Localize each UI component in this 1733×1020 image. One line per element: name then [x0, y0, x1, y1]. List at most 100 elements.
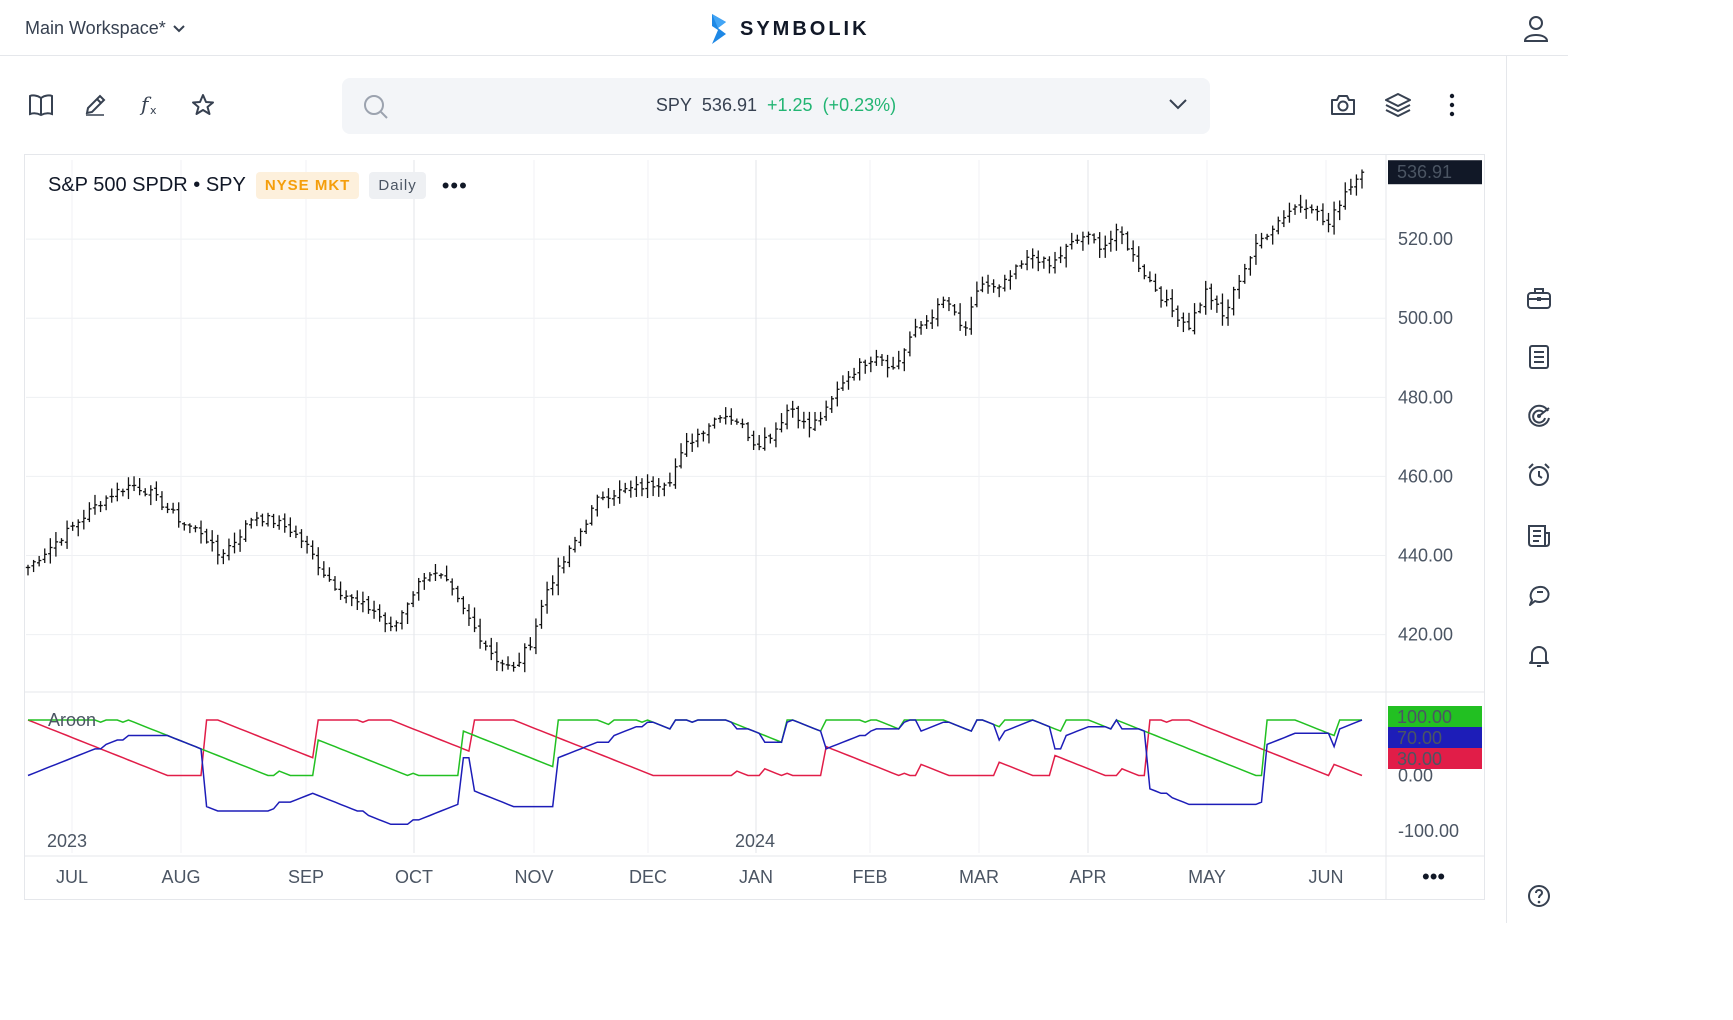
- ohlc-bar: [600, 491, 606, 501]
- ohlc-bar: [1287, 202, 1292, 223]
- alarms-button[interactable]: [1525, 461, 1553, 489]
- ohlc-bar: [505, 656, 511, 670]
- ohlc-bar: [734, 418, 740, 425]
- search-icon: [364, 95, 388, 119]
- ohlc-bar: [1130, 240, 1136, 262]
- favorites-button[interactable]: [188, 90, 218, 120]
- ohlc-bar: [1091, 233, 1097, 244]
- chart-more-button[interactable]: •••: [441, 172, 468, 198]
- workspace-selector[interactable]: Main Workspace*: [25, 18, 186, 39]
- ohlc-bar: [957, 303, 963, 331]
- month-tick-label: OCT: [395, 867, 433, 887]
- chevron-down-icon[interactable]: [1168, 96, 1188, 112]
- axis-more-button[interactable]: •••: [1422, 864, 1446, 889]
- ohlc-bar: [1114, 223, 1119, 251]
- ohlc-bar: [332, 576, 338, 591]
- ohlc-bar: [204, 528, 209, 544]
- layers-button[interactable]: [1383, 90, 1413, 120]
- ohlc-bar: [455, 585, 460, 603]
- indicator-value-badge: [1388, 727, 1482, 748]
- ohlc-bar: [623, 482, 628, 494]
- more-options-button[interactable]: [1437, 90, 1467, 120]
- ohlc-bar: [516, 652, 522, 667]
- ohlc-bar: [92, 494, 98, 515]
- month-tick-label: FEB: [852, 867, 887, 887]
- ohlc-bar: [427, 572, 433, 582]
- ohlc-bar: [756, 434, 762, 451]
- ohlc-bar: [528, 637, 533, 651]
- ohlc-bar: [327, 567, 332, 582]
- snapshot-button[interactable]: [1328, 90, 1358, 120]
- chat-button[interactable]: [1525, 582, 1553, 610]
- year-label: 2024: [735, 831, 775, 851]
- notifications-button[interactable]: [1525, 642, 1553, 670]
- svg-text:x: x: [150, 104, 157, 117]
- layers-icon: [1385, 93, 1411, 118]
- symbol-search-bar[interactable]: SPY 536.91 +1.25 (+0.23%): [342, 78, 1210, 134]
- indicator-name: Aroon: [48, 710, 96, 730]
- interval-selector[interactable]: Daily: [369, 172, 426, 199]
- ohlc-bar: [740, 418, 745, 429]
- ohlc-bar: [1164, 289, 1169, 307]
- ohlc-bar: [851, 367, 857, 381]
- ohlc-bar: [1231, 286, 1236, 316]
- ohlc-bar: [349, 594, 354, 607]
- ohlc-bar: [215, 534, 220, 565]
- pencil-icon: [85, 94, 106, 116]
- price-tick-label: 480.00: [1398, 387, 1453, 407]
- ohlc-bar: [801, 411, 807, 429]
- price-tick-label: 500.00: [1398, 308, 1453, 328]
- indicator-tick-label: 0.00: [1398, 766, 1433, 786]
- ohlc-bar: [595, 494, 600, 517]
- ohlc-bar: [377, 604, 382, 622]
- ohlc-bar: [310, 540, 315, 560]
- draw-button[interactable]: [80, 90, 110, 120]
- ohlc-bar: [729, 408, 734, 425]
- ohlc-bar: [494, 642, 500, 671]
- ohlc-bar: [338, 581, 343, 600]
- indicator-value-label: 30.00: [1397, 749, 1442, 769]
- watchlist-button[interactable]: [1525, 343, 1553, 371]
- ohlc-bar: [355, 590, 360, 611]
- ohlc-bar: [1276, 216, 1281, 235]
- ohlc-bar: [589, 505, 594, 526]
- ohlc-bar: [115, 482, 120, 502]
- ohlc-bar: [405, 602, 410, 625]
- user-menu-button[interactable]: [1522, 14, 1550, 47]
- ohlc-bar: [59, 538, 64, 546]
- book-button[interactable]: [26, 90, 56, 120]
- ohlc-bar: [165, 502, 170, 514]
- ohlc-bar: [885, 354, 890, 378]
- ohlc-bar: [712, 417, 717, 429]
- month-tick-label: MAR: [959, 867, 999, 887]
- price-chart[interactable]: 420.00 440.00 460.00 480.00 500.00 520.00 JUL A…: [0, 0, 1506, 923]
- news-button[interactable]: [1525, 522, 1553, 550]
- ohlc-bar: [416, 577, 421, 601]
- help-button[interactable]: [1525, 882, 1553, 910]
- ohlc-bar: [768, 433, 773, 444]
- chart-header: S&P 500 SPDR • SPY NYSE MKT Daily •••: [48, 172, 474, 199]
- ohlc-bar: [193, 525, 198, 533]
- ohlc-bar: [1359, 169, 1365, 189]
- ohlc-bar: [87, 502, 92, 523]
- alarm-clock-icon: [1528, 463, 1550, 486]
- ohlc-bar: [81, 509, 87, 530]
- indicator-tick-label: -100.00: [1398, 821, 1459, 841]
- quote-summary: SPY 536.91 +1.25 (+0.23%): [342, 95, 1210, 116]
- ohlc-bar: [489, 637, 494, 661]
- ohlc-bar: [1013, 264, 1019, 280]
- ohlc-bar: [701, 430, 706, 442]
- ohlc-bar: [1170, 289, 1175, 318]
- scanner-button[interactable]: [1525, 402, 1553, 430]
- ohlc-bar: [1343, 182, 1348, 210]
- ohlc-bar: [1320, 203, 1326, 226]
- ohlc-bar: [656, 478, 661, 497]
- ohlc-bar: [360, 591, 366, 613]
- ohlc-bar: [902, 348, 907, 372]
- ohlc-bar: [120, 488, 126, 497]
- indicator-value-label: 100.00: [1397, 707, 1452, 727]
- ohlc-bar: [662, 482, 667, 497]
- portfolio-button[interactable]: [1525, 284, 1553, 312]
- ohlc-bar: [1063, 243, 1069, 268]
